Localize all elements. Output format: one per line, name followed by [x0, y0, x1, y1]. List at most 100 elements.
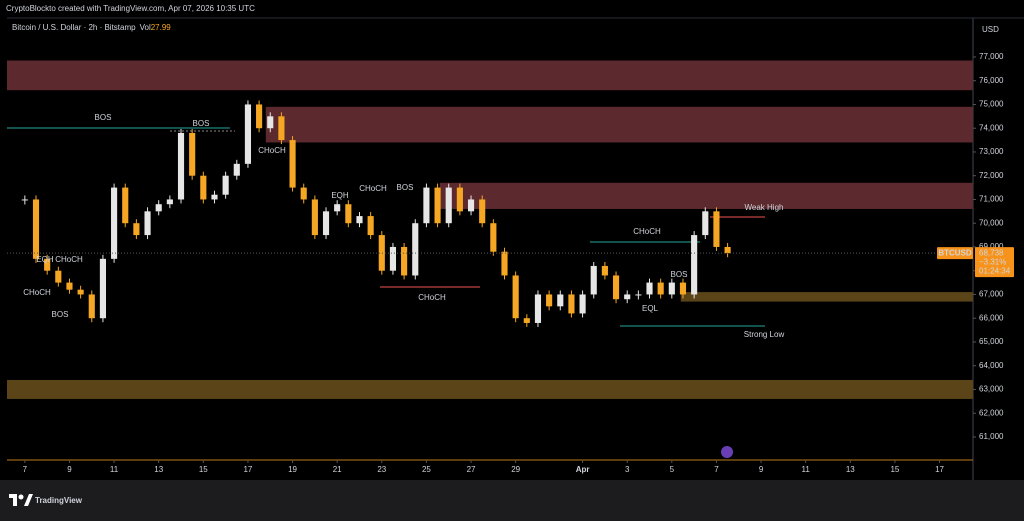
- candle: [668, 282, 675, 295]
- candle: [267, 116, 274, 129]
- candle: [501, 251, 508, 276]
- y-tick-label: 69,000: [979, 242, 1004, 251]
- candle: [88, 294, 95, 319]
- x-tick-label: 9: [67, 465, 72, 474]
- volume: 27.99: [151, 23, 172, 32]
- candle: [691, 235, 698, 295]
- annotation: CHoCH: [633, 227, 661, 236]
- candle: [222, 175, 229, 195]
- candle: [512, 275, 519, 319]
- candle: [144, 211, 151, 236]
- x-tick-label: 15: [890, 465, 899, 474]
- candle: [189, 132, 196, 176]
- y-tick-label: 62,000: [979, 408, 1004, 417]
- candle: [378, 235, 385, 271]
- candle: [713, 211, 720, 247]
- x-tick-label: 11: [802, 465, 811, 474]
- x-tick-label: 23: [377, 465, 386, 474]
- annotation: Strong Low: [744, 330, 785, 339]
- annotation: BOS: [52, 310, 69, 319]
- symbol-tag: [937, 247, 973, 260]
- price-tag: [975, 247, 1014, 278]
- candle: [155, 204, 162, 212]
- annotation: CHoCH: [55, 255, 83, 264]
- candle: [646, 282, 653, 295]
- annotation: BOS: [193, 119, 210, 128]
- annotation: CHoCH: [23, 288, 51, 297]
- candle: [657, 282, 664, 295]
- candle: [322, 211, 330, 236]
- y-tick-label: 75,000: [979, 100, 1004, 109]
- volume-label: Vol: [140, 23, 151, 32]
- candle: [546, 294, 553, 307]
- candle: [300, 187, 307, 200]
- candle: [523, 318, 530, 323]
- candle: [345, 204, 352, 224]
- candle: [289, 140, 296, 188]
- candle: [44, 258, 51, 271]
- y-tick-label: 66,000: [979, 313, 1004, 322]
- candle: [334, 204, 341, 212]
- price-tag-value: 68,738: [979, 248, 1004, 257]
- candle: [401, 246, 408, 276]
- y-tick-label: 63,000: [979, 385, 1004, 394]
- x-tick-label: 15: [199, 465, 208, 474]
- candle: [133, 223, 140, 236]
- indicator-icon: [721, 446, 733, 458]
- annotation: EQH: [331, 191, 349, 200]
- candle: [21, 199, 28, 201]
- y-tick-label: 74,000: [979, 123, 1004, 132]
- candle: [211, 194, 218, 200]
- y-tick-label: 64,000: [979, 361, 1004, 370]
- x-tick-label: 27: [467, 465, 476, 474]
- x-tick-label: 21: [333, 465, 342, 474]
- candle: [412, 223, 419, 276]
- x-tick-label: 25: [422, 465, 431, 474]
- candle: [534, 294, 542, 323]
- annotation: EQH: [36, 255, 54, 264]
- candle: [423, 187, 430, 224]
- logo-mark: [18, 494, 24, 500]
- x-tick-label: 9: [759, 465, 764, 474]
- candle: [166, 199, 173, 205]
- annotation: BOS: [671, 270, 688, 279]
- annotation: CHoCH: [359, 184, 387, 193]
- candle: [434, 187, 441, 224]
- price-tag-countdown: 01:24:34: [979, 266, 1011, 275]
- candle: [200, 175, 207, 200]
- candle: [568, 294, 575, 314]
- candle: [590, 265, 597, 295]
- x-tick-label: 13: [846, 465, 855, 474]
- candle: [278, 116, 285, 141]
- candle: [32, 199, 40, 259]
- candle: [445, 187, 452, 224]
- candle: [702, 211, 709, 236]
- x-tick-label: 17: [935, 465, 944, 474]
- x-tick-label: 17: [243, 465, 252, 474]
- candle: [367, 216, 374, 236]
- candle: [612, 275, 620, 300]
- y-tick-label: 77,000: [979, 52, 1004, 61]
- candle: [55, 270, 62, 283]
- y-tick-label: 67,000: [979, 290, 1004, 299]
- candle: [624, 294, 631, 300]
- y-tick-label: 76,000: [979, 76, 1004, 85]
- candle: [233, 163, 240, 176]
- x-tick-label: 13: [154, 465, 163, 474]
- x-tick-label: Apr: [576, 465, 590, 474]
- x-tick-label: 7: [714, 465, 719, 474]
- y-tick-label: 73,000: [979, 147, 1004, 156]
- candle: [99, 258, 106, 319]
- zone: [439, 182, 973, 209]
- candle: [479, 199, 486, 224]
- candle: [256, 104, 263, 129]
- x-tick-label: 29: [511, 465, 520, 474]
- y-tick-label: 65,000: [979, 337, 1004, 346]
- symbol: Bitcoin / U.S. Dollar · 2h · Bitstamp: [12, 23, 136, 32]
- y-tick-label: 61,000: [979, 432, 1004, 441]
- candle: [66, 282, 73, 290]
- candle: [111, 187, 118, 259]
- candle: [77, 289, 84, 295]
- candle: [557, 294, 564, 307]
